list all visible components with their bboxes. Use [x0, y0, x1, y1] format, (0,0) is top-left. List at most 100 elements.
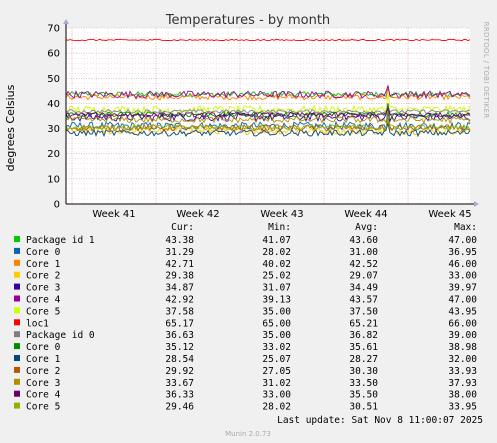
- legend-avg-value: 29.07: [349, 271, 378, 282]
- legend-swatch: [14, 259, 20, 266]
- x-tick-label: Week 41: [92, 209, 135, 220]
- legend-max-value: 47.00: [448, 235, 477, 246]
- series-line: [65, 38, 471, 42]
- y-tick-label: 10: [47, 174, 60, 185]
- legend-min-value: 33.00: [262, 390, 291, 401]
- legend-cur-value: 36.33: [165, 390, 194, 401]
- legend-cur-value: 42.92: [165, 295, 194, 306]
- legend-max-value: 33.00: [448, 271, 477, 282]
- legend-series-name: Core 0: [26, 247, 61, 258]
- legend-swatch: [14, 366, 20, 373]
- legend-cur-value: 42.71: [165, 259, 194, 270]
- legend-swatch: [14, 378, 20, 385]
- legend-avg-value: 43.60: [349, 235, 378, 246]
- legend-cur-value: 35.12: [165, 342, 194, 353]
- legend-min-value: 33.02: [262, 342, 291, 353]
- legend-series-name: Package id 0: [26, 330, 95, 341]
- legend-max-value: 36.95: [448, 247, 477, 258]
- legend-series-name: Core 2: [26, 271, 60, 282]
- y-axis-arrow: [63, 19, 69, 24]
- x-tick-label: Week 44: [344, 209, 387, 220]
- y-tick-label: 0: [54, 200, 60, 211]
- legend-min-value: 40.02: [262, 259, 291, 270]
- legend-avg-value: 33.50: [349, 378, 378, 389]
- legend-head-max: Max:: [454, 222, 477, 233]
- legend-avg-value: 31.00: [349, 247, 378, 258]
- legend-cur-value: 43.38: [165, 235, 194, 246]
- legend-min-value: 65.00: [262, 318, 291, 329]
- legend-avg-value: 30.30: [349, 366, 378, 377]
- legend-cur-value: 36.63: [165, 330, 194, 341]
- legend-swatch: [14, 402, 20, 409]
- legend-max-value: 46.00: [448, 259, 477, 270]
- legend-cur-value: 29.38: [165, 271, 194, 282]
- series-line: [65, 103, 471, 123]
- legend-max-value: 38.00: [448, 390, 477, 401]
- legend-series-name: loc1: [26, 318, 49, 329]
- legend-min-value: 39.13: [262, 295, 291, 306]
- legend-series-name: Core 0: [26, 342, 61, 353]
- legend-cur-value: 28.54: [165, 354, 194, 365]
- legend-max-value: 47.00: [448, 295, 477, 306]
- y-tick-label: 70: [47, 24, 60, 35]
- legend-swatch: [14, 247, 20, 254]
- legend-series-name: Core 4: [26, 390, 61, 401]
- legend-avg-value: 35.61: [349, 342, 378, 353]
- series-line: [65, 88, 471, 101]
- legend-series-name: Core 2: [26, 366, 60, 377]
- series-line: [65, 108, 471, 124]
- legend-swatch: [14, 355, 20, 361]
- legend-min-value: 28.02: [262, 402, 291, 413]
- legend-swatch: [14, 390, 20, 397]
- legend-series-name: Package id 1: [26, 235, 95, 246]
- legend-min-value: 25.07: [262, 354, 291, 365]
- legend-swatch: [14, 331, 20, 338]
- legend-max-value: 38.98: [448, 342, 477, 353]
- legend-cur-value: 37.58: [165, 306, 194, 317]
- legend-min-value: 31.02: [262, 378, 291, 389]
- legend-series-name: Core 1: [26, 259, 61, 270]
- series-line: [65, 120, 471, 136]
- legend-max-value: 37.93: [448, 378, 477, 389]
- legend-series-name: Core 3: [26, 283, 60, 294]
- legend: Package id 1 43.38 41.07 43.60 47.00 Core 0 31…: [14, 235, 477, 413]
- x-tick-labels: Week 41 Week 42 Week 43 Week 44 Week 45: [92, 209, 471, 220]
- series-line: [65, 84, 471, 100]
- y-tick-label: 40: [47, 99, 60, 110]
- legend-min-value: 27.05: [262, 366, 291, 377]
- legend-cur-value: 29.46: [165, 402, 194, 413]
- legend-cur-value: 34.87: [165, 283, 194, 294]
- x-tick-label: Week 43: [260, 209, 303, 220]
- legend-avg-value: 35.50: [349, 390, 378, 401]
- legend-max-value: 32.00: [448, 354, 477, 365]
- legend-cur-value: 65.17: [165, 318, 194, 329]
- rrdtool-credit: RRDTOOL / TOBI OETIKER: [482, 22, 490, 119]
- munin-version: Munin 2.0.73: [225, 430, 271, 438]
- x-axis-arrow: [474, 201, 479, 207]
- legend-max-value: 39.00: [448, 330, 477, 341]
- legend-swatch: [14, 307, 20, 314]
- y-tick-label: 30: [47, 124, 60, 135]
- legend-avg-value: 30.51: [349, 402, 378, 413]
- y-tick-labels: 0 10 20 30 40 50 60 70: [47, 24, 60, 211]
- legend-swatch: [14, 283, 20, 290]
- legend-avg-value: 43.57: [349, 295, 378, 306]
- legend-max-value: 66.00: [448, 318, 477, 329]
- legend-min-value: 35.00: [262, 330, 291, 341]
- legend-min-value: 41.07: [262, 235, 291, 246]
- legend-max-value: 33.93: [448, 366, 477, 377]
- chart-title: Temperatures - by month: [165, 13, 330, 28]
- y-tick-label: 60: [47, 49, 60, 60]
- legend-max-value: 33.95: [448, 402, 477, 413]
- series-line: [65, 118, 471, 132]
- legend-max-value: 39.97: [448, 283, 477, 294]
- legend-cur-value: 31.29: [165, 247, 194, 258]
- legend-avg-value: 65.21: [349, 318, 378, 329]
- legend-head-min: Min:: [268, 222, 291, 233]
- legend-min-value: 28.02: [262, 247, 291, 258]
- legend-avg-value: 34.49: [349, 283, 378, 294]
- legend-max-value: 43.95: [448, 306, 477, 317]
- y-tick-label: 20: [47, 149, 60, 160]
- legend-avg-value: 28.27: [349, 354, 378, 365]
